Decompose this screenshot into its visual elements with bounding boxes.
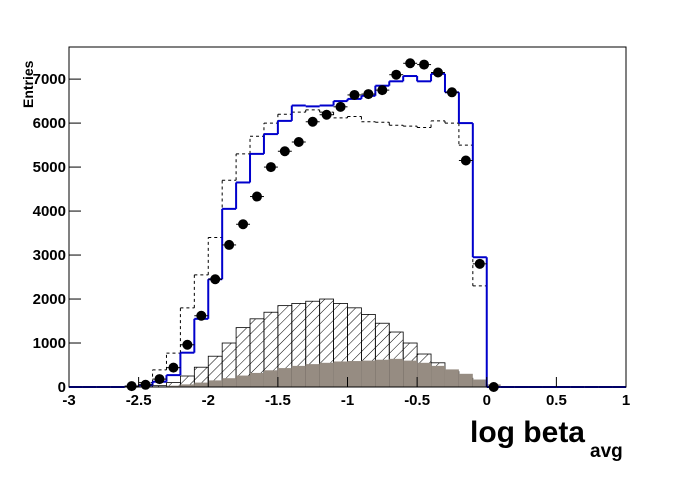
filled-bar — [361, 361, 375, 387]
data-point — [127, 381, 137, 391]
filled-bar — [431, 366, 445, 387]
filled-bar — [222, 378, 236, 387]
x-tick-label: 0.5 — [546, 392, 567, 409]
data-point — [461, 155, 471, 165]
data-point — [280, 146, 290, 156]
filled-bar — [292, 366, 306, 387]
data-point — [141, 380, 151, 390]
x-axis-label: log beta — [470, 416, 585, 449]
data-point — [475, 259, 485, 269]
data-point — [336, 102, 346, 112]
data-point — [155, 374, 165, 384]
y-tick-label: 6000 — [33, 115, 66, 132]
y-tick-label: 4000 — [33, 203, 66, 220]
x-axis-label-subscript: avg — [590, 441, 623, 462]
data-point — [224, 240, 234, 250]
filled-bar — [348, 361, 362, 387]
data-point — [391, 70, 401, 80]
data-point — [419, 60, 429, 70]
data-point — [322, 110, 332, 120]
filled-bar — [334, 361, 348, 387]
filled-bar — [250, 373, 264, 387]
filled-bar — [445, 369, 459, 387]
data-point — [363, 89, 373, 99]
filled-bar — [320, 363, 334, 387]
filled-bar — [459, 374, 473, 387]
data-point — [349, 90, 359, 100]
filled-bar — [194, 383, 208, 387]
filled-bar — [417, 363, 431, 387]
filled-bar — [306, 364, 320, 387]
y-tick-label: 2000 — [33, 291, 66, 308]
filled-bar — [264, 370, 278, 387]
x-tick-label: -2.5 — [126, 392, 152, 409]
y-tick-label: 3000 — [33, 247, 66, 264]
data-point — [405, 58, 415, 68]
filled-bar — [208, 380, 222, 387]
y-tick-label: 5000 — [33, 159, 66, 176]
data-point — [210, 274, 220, 284]
data-point — [266, 162, 276, 172]
filled-bar — [403, 361, 417, 387]
x-tick-label: -1 — [341, 392, 354, 409]
data-point — [182, 340, 192, 350]
y-tick-label: 7000 — [33, 71, 66, 88]
x-tick-label: -3 — [62, 392, 75, 409]
x-tick-label: 0 — [483, 392, 491, 409]
x-tick-label: 1 — [622, 392, 630, 409]
filled-bar — [236, 376, 250, 387]
data-point — [433, 68, 443, 78]
data-point — [294, 137, 304, 147]
data-point — [252, 192, 262, 202]
filled-bar — [278, 368, 292, 387]
filled-bar — [389, 359, 403, 387]
data-point — [196, 311, 206, 321]
data-point — [377, 85, 387, 95]
data-point — [308, 117, 318, 127]
x-tick-label: -2 — [202, 392, 215, 409]
data-point — [447, 87, 457, 97]
data-point — [238, 219, 248, 229]
y-tick-label: 1000 — [33, 335, 66, 352]
data-point — [168, 363, 178, 373]
filled-bar — [473, 380, 487, 387]
x-tick-label: -1.5 — [265, 392, 291, 409]
filled-bar — [375, 360, 389, 387]
x-tick-label: -0.5 — [404, 392, 430, 409]
